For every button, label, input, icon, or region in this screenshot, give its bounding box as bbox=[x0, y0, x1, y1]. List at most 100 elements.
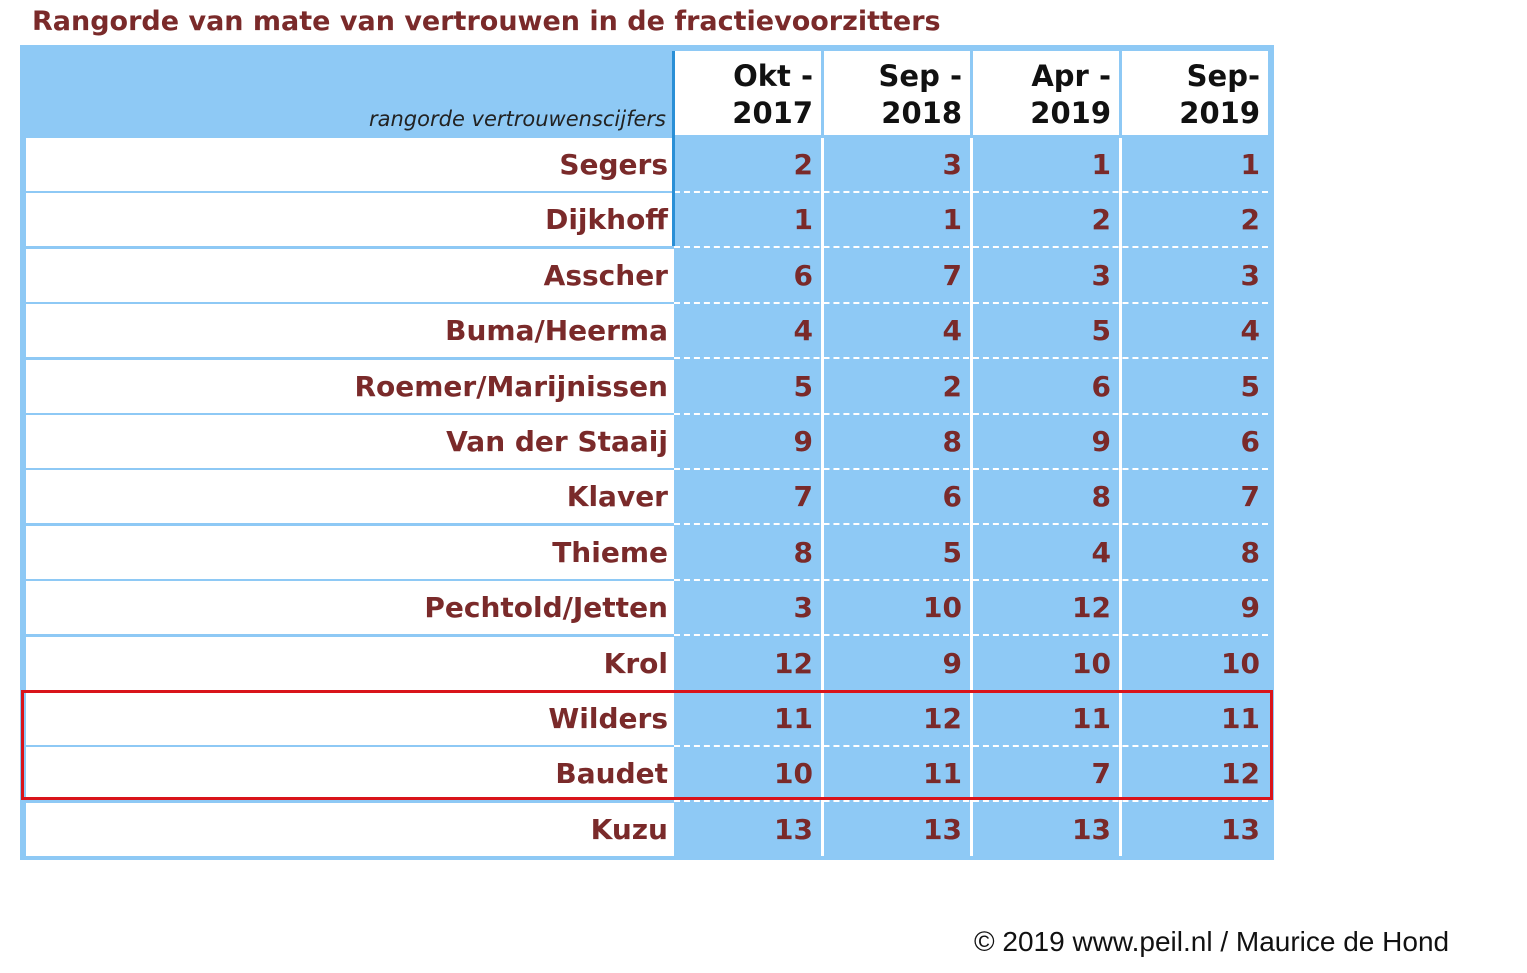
rank-value: 6 bbox=[793, 259, 813, 292]
copyright-credit: © 2019 www.peil.nl / Maurice de Hond bbox=[974, 926, 1450, 957]
column-header: Sep -2018 bbox=[824, 51, 970, 135]
rank-value: 2 bbox=[942, 370, 962, 403]
rank-value: 6 bbox=[1091, 370, 1111, 403]
rank-value: 12 bbox=[774, 647, 813, 680]
rank-value: 2 bbox=[793, 148, 813, 181]
table-row: Wilders 11 12 11 11 bbox=[26, 692, 1274, 745]
row-separator bbox=[674, 413, 1268, 415]
column-header-line2: 2018 bbox=[881, 96, 962, 130]
row-separator bbox=[674, 302, 1268, 304]
row-name: Segers bbox=[26, 138, 674, 191]
column-header: Sep- 2019 bbox=[1122, 51, 1268, 135]
row-separator bbox=[674, 745, 1268, 747]
rank-value: 6 bbox=[942, 480, 962, 513]
row-separator bbox=[674, 246, 1268, 248]
rank-value: 4 bbox=[1091, 536, 1111, 569]
column-divider bbox=[821, 138, 824, 857]
table-row: Pechtold/Jetten 3 10 12 9 bbox=[26, 581, 1274, 634]
column-header-line2: 2017 bbox=[732, 96, 813, 130]
rank-value: 7 bbox=[942, 259, 962, 292]
table-row: Roemer/Marijnissen 5 2 6 5 bbox=[26, 360, 1274, 413]
row-name: Kuzu bbox=[26, 803, 674, 856]
row-name: Wilders bbox=[26, 692, 674, 745]
rank-value: 10 bbox=[774, 757, 813, 790]
column-header-line2: 2019 bbox=[1179, 96, 1260, 130]
rank-value: 10 bbox=[923, 591, 962, 624]
table-row: Buma/Heerma 4 4 5 4 bbox=[26, 304, 1274, 357]
row-separator bbox=[674, 523, 1268, 525]
rank-value: 8 bbox=[1240, 536, 1260, 569]
table-row: Krol 12 9 10 10 bbox=[26, 637, 1274, 690]
rank-value: 12 bbox=[1221, 757, 1260, 790]
rank-value: 9 bbox=[793, 425, 813, 458]
rank-value: 13 bbox=[1221, 813, 1260, 846]
row-separator bbox=[674, 357, 1268, 359]
table-row: Kuzu 13 13 13 13 bbox=[26, 803, 1274, 856]
rank-value: 13 bbox=[774, 813, 813, 846]
rank-value: 8 bbox=[942, 425, 962, 458]
rank-value: 8 bbox=[1091, 480, 1111, 513]
row-name: Asscher bbox=[26, 249, 674, 302]
header-divider-line bbox=[672, 51, 675, 246]
rank-value: 4 bbox=[942, 314, 962, 347]
rank-value: 11 bbox=[1221, 702, 1260, 735]
row-separator bbox=[674, 191, 1268, 193]
table-row: Asscher 6 7 3 3 bbox=[26, 249, 1274, 302]
rank-value: 1 bbox=[793, 203, 813, 236]
row-header-label: rangorde vertrouwenscijfers bbox=[368, 107, 666, 131]
rank-value: 4 bbox=[793, 314, 813, 347]
rank-value: 12 bbox=[923, 702, 962, 735]
column-header: Okt -2017 bbox=[675, 51, 821, 135]
rank-value: 4 bbox=[1240, 314, 1260, 347]
rank-value: 13 bbox=[923, 813, 962, 846]
rank-value: 3 bbox=[793, 591, 813, 624]
column-header-line2: 2019 bbox=[1030, 96, 1111, 130]
table-row: Dijkhoff 1 1 2 2 bbox=[26, 193, 1274, 246]
row-name: Krol bbox=[26, 637, 674, 690]
row-separator bbox=[674, 800, 1268, 802]
row-name: Baudet bbox=[26, 747, 674, 800]
row-name: Van der Staaij bbox=[26, 415, 674, 468]
rank-value: 13 bbox=[1072, 813, 1111, 846]
table-row: Klaver 7 6 8 7 bbox=[26, 470, 1274, 523]
table-row: Thieme 8 5 4 8 bbox=[26, 526, 1274, 579]
row-name: Klaver bbox=[26, 470, 674, 523]
row-name: Buma/Heerma bbox=[26, 304, 674, 357]
column-divider bbox=[970, 138, 973, 857]
rank-value: 3 bbox=[1240, 259, 1260, 292]
rank-value: 11 bbox=[1072, 702, 1111, 735]
rank-value: 2 bbox=[1240, 203, 1260, 236]
rank-value: 11 bbox=[774, 702, 813, 735]
chart-title: Rangorde van mate van vertrouwen in de f… bbox=[32, 6, 941, 37]
row-header-cell: rangorde vertrouwenscijfers bbox=[26, 51, 674, 135]
rank-value: 6 bbox=[1240, 425, 1260, 458]
row-separator bbox=[674, 468, 1268, 470]
table-row: Baudet 10 11 7 12 bbox=[26, 747, 1274, 800]
column-header-line1: Sep- bbox=[1186, 59, 1260, 93]
column-divider bbox=[1119, 138, 1122, 857]
rank-value: 7 bbox=[1240, 480, 1260, 513]
rank-value: 1 bbox=[1240, 148, 1260, 181]
table-row: Segers 2 3 1 1 bbox=[26, 138, 1274, 191]
rank-value: 10 bbox=[1072, 647, 1111, 680]
rank-value: 7 bbox=[793, 480, 813, 513]
row-name: Pechtold/Jetten bbox=[26, 581, 674, 634]
row-separator bbox=[674, 634, 1268, 636]
rank-value: 7 bbox=[1091, 757, 1111, 790]
table-row: Van der Staaij 9 8 9 6 bbox=[26, 415, 1274, 468]
row-name: Roemer/Marijnissen bbox=[26, 360, 674, 413]
rank-value: 9 bbox=[1240, 591, 1260, 624]
rank-value: 5 bbox=[1240, 370, 1260, 403]
column-header-line1: Okt - bbox=[733, 59, 813, 93]
rank-value: 5 bbox=[1091, 314, 1111, 347]
column-header: Apr -2019 bbox=[973, 51, 1119, 135]
rank-value: 5 bbox=[942, 536, 962, 569]
ranking-table: rangorde vertrouwenscijfers Okt -2017 Sep… bbox=[20, 45, 1274, 860]
column-header-line1: Apr - bbox=[1031, 59, 1111, 93]
rank-value: 1 bbox=[942, 203, 962, 236]
rank-value: 10 bbox=[1221, 647, 1260, 680]
rank-value: 12 bbox=[1072, 591, 1111, 624]
row-name: Thieme bbox=[26, 526, 674, 579]
row-separator bbox=[674, 579, 1268, 581]
rank-value: 9 bbox=[1091, 425, 1111, 458]
